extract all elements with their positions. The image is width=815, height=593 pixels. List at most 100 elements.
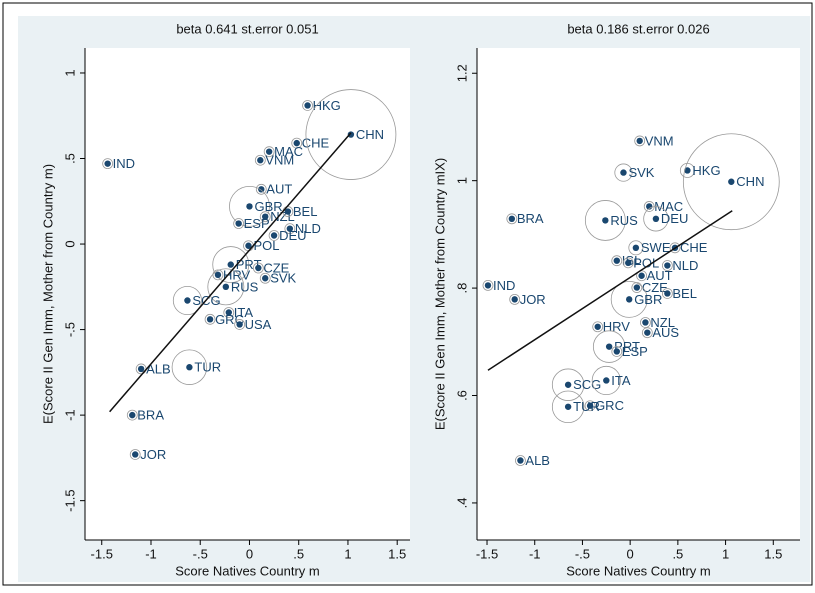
bubble-ring (234, 319, 246, 330)
point (564, 403, 572, 410)
x-tick-label: -.5 (575, 546, 590, 561)
point (602, 217, 609, 224)
point-label: GBR (254, 199, 282, 214)
point-label: BEL (293, 204, 318, 219)
point (664, 290, 671, 297)
bubble-ring (610, 280, 648, 318)
bubble-ring (591, 365, 621, 396)
bubble-ring (172, 285, 202, 316)
bubble-ring (631, 282, 643, 293)
point (642, 319, 649, 326)
point (633, 284, 641, 291)
point (206, 316, 214, 323)
point-label: VNM (645, 133, 674, 148)
point-label: SCG (573, 377, 601, 392)
bubble-ring (679, 162, 695, 178)
x-tick-label: .5 (293, 546, 304, 561)
bubble-ring (255, 183, 267, 195)
bubble-ring (204, 313, 216, 325)
point-label: ESP (622, 344, 648, 359)
point (638, 272, 645, 279)
point-label: DEU (279, 228, 306, 243)
bubble-ring (233, 218, 245, 229)
bubble-ring (482, 280, 494, 291)
point-label: POL (633, 255, 659, 270)
point-label: CZE (642, 280, 668, 295)
y-tick-label: 1 (62, 69, 77, 76)
point (225, 309, 232, 316)
point (186, 364, 193, 371)
point-label: CHN (356, 127, 384, 142)
bubble-ring (126, 409, 138, 421)
bubble-ring (661, 288, 673, 299)
point (586, 402, 594, 409)
bubble-ring (611, 255, 623, 267)
point (304, 102, 311, 109)
point-label: MAC (274, 144, 303, 159)
point-label: ESP (244, 216, 270, 231)
point-label: DEU (661, 211, 688, 226)
point-label: IND (113, 156, 135, 171)
y-tick-label: -1 (62, 409, 77, 421)
point-label: BRA (517, 211, 544, 226)
x-tick-label: 0 (627, 546, 634, 561)
point (262, 275, 269, 282)
point-label: NLD (295, 221, 321, 236)
x-tick-label: -1.5 (91, 546, 113, 561)
point (265, 148, 273, 155)
bubble-ring (129, 449, 141, 460)
bubble-ring (259, 272, 271, 284)
point (236, 321, 243, 328)
bubble-ring (614, 163, 633, 182)
bubble-ring (509, 293, 521, 305)
point (246, 203, 253, 210)
point (625, 259, 632, 267)
point (258, 186, 265, 193)
point-label: ITA (611, 373, 631, 388)
point-label: AUS (652, 325, 679, 340)
bubble-ring (669, 242, 681, 254)
bubble-ring (584, 200, 626, 241)
fit-line (109, 132, 352, 413)
point (636, 137, 643, 145)
point (728, 178, 735, 185)
bubble-ring (263, 146, 275, 158)
point-label: PRT (236, 257, 262, 272)
bubble-ring (284, 223, 296, 235)
point-label: NZL (650, 315, 675, 330)
point-label: HRV (223, 267, 251, 282)
point (484, 282, 492, 289)
x-tick-label: 0 (246, 546, 253, 561)
point-label: GRC (215, 312, 244, 327)
point (245, 242, 252, 249)
point (603, 377, 610, 384)
bubble-ring (682, 133, 780, 231)
point-label: ALB (146, 361, 171, 376)
point (227, 261, 234, 268)
point-label: CHN (736, 174, 764, 189)
point-label: HRV (603, 319, 631, 334)
point (652, 215, 660, 223)
point (235, 220, 242, 227)
bubble-ring (628, 240, 644, 256)
bubble-ring (641, 327, 653, 339)
point-label: TUR (573, 399, 600, 414)
x-tick-label: -.5 (193, 546, 208, 561)
x-tick-label: 1 (344, 546, 351, 561)
bubble-ring (611, 346, 623, 357)
point (347, 131, 355, 138)
point (605, 343, 613, 350)
bubble-ring (506, 213, 518, 225)
point (632, 244, 640, 252)
y-tick-label: -1.5 (62, 489, 77, 511)
bubble-ring (515, 455, 526, 466)
point-label: MAC (654, 199, 683, 214)
y-tick-label: .6 (454, 390, 469, 401)
point-label: PRT (614, 339, 640, 354)
y-tick-label: .5 (62, 153, 77, 164)
point-label: NLD (672, 258, 698, 273)
bubble-ring (223, 307, 235, 318)
point (517, 457, 524, 464)
point (255, 264, 262, 272)
bubble-ring (268, 230, 280, 241)
